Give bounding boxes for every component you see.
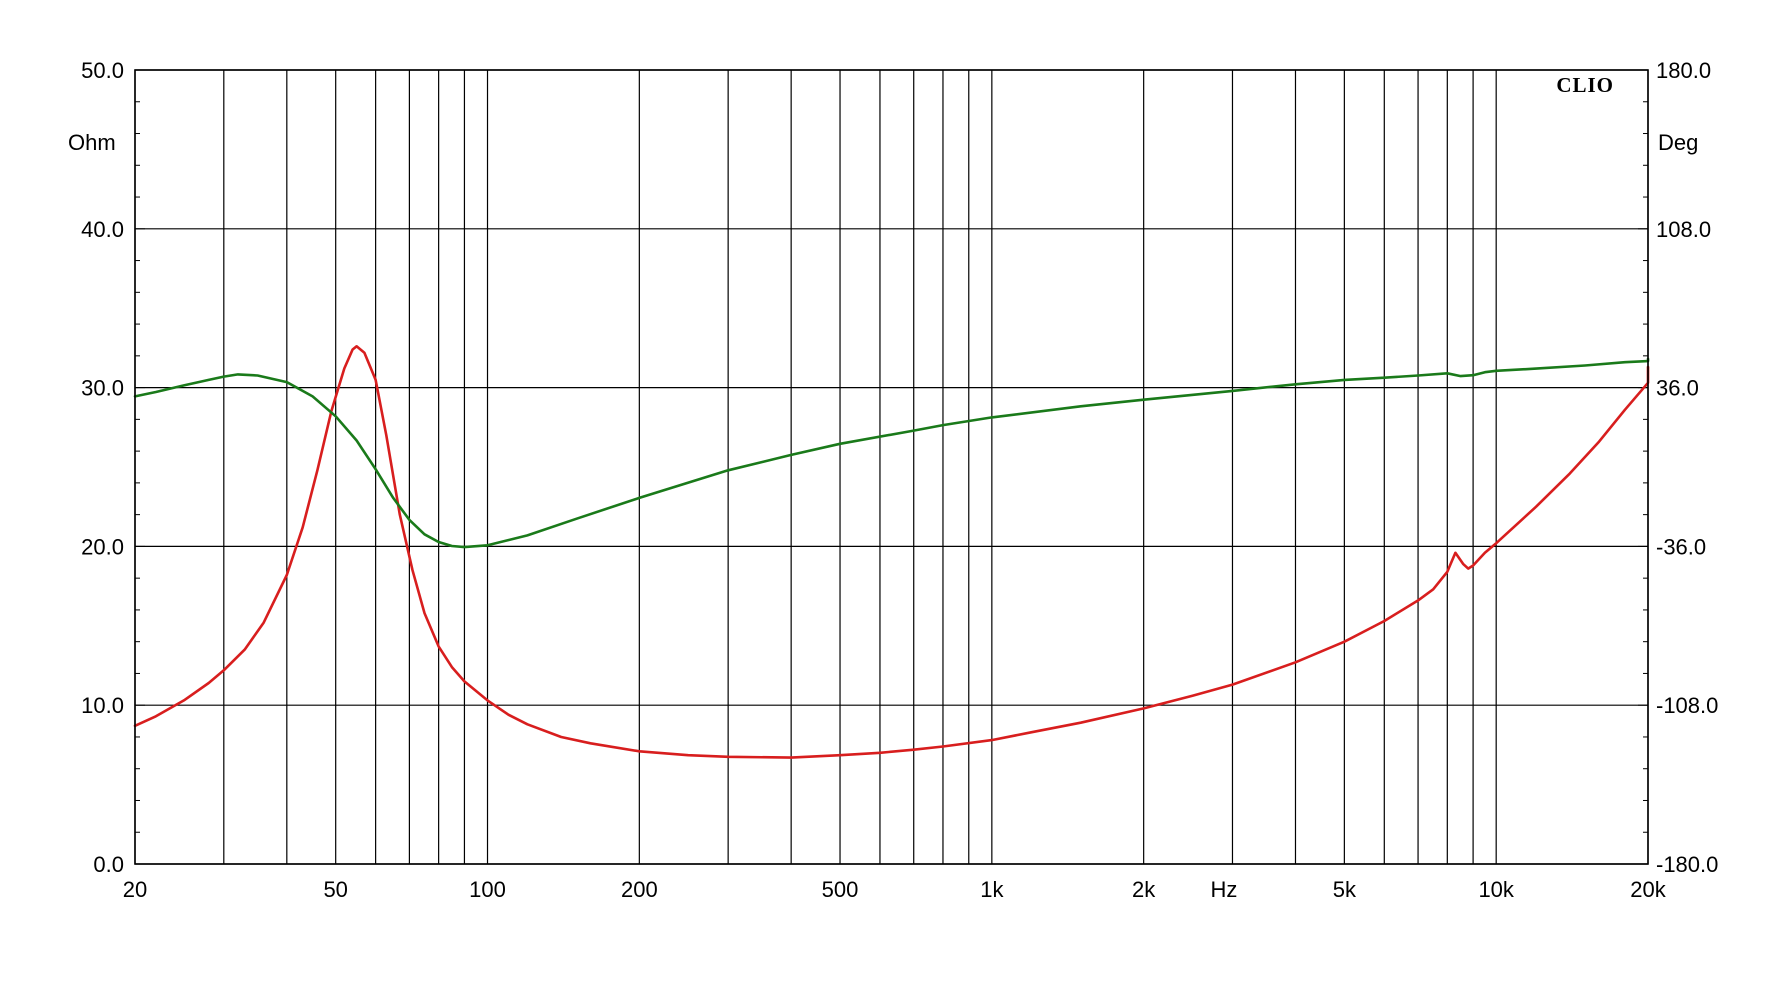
x-tick-label: 5k [1333,877,1357,902]
y-right-tick-label: 108.0 [1656,217,1711,242]
x-tick-label: 100 [469,877,506,902]
x-tick-label: 2k [1132,877,1156,902]
y-left-tick-label: 0.0 [93,852,124,877]
impedance-series-line [133,344,1650,759]
tick-labels: 20 50 100 200 500 1k 2k 5k 10k 20k 0.0 10.0 20.0 30.0… [81,58,1718,902]
y-right-tick-label: 180.0 [1656,58,1711,83]
plot-frame [134,69,1649,865]
y-left-unit-label: Ohm [68,130,116,155]
y-right-tick-label: -108.0 [1656,693,1718,718]
x-tick-label: 50 [323,877,347,902]
series-layer [133,344,1650,759]
y-left-tick-label: 10.0 [81,693,124,718]
x-unit-label: Hz [1211,877,1238,902]
x-tick-label: 200 [621,877,658,902]
y-left-tick-label: 50.0 [81,58,124,83]
y-left-tick-label: 40.0 [81,217,124,242]
y-right-unit-label: Deg [1658,130,1698,155]
x-tick-label: 500 [822,877,859,902]
y-left-tick-label: 30.0 [81,376,124,401]
y-left-tick-label: 20.0 [81,534,124,559]
x-tick-label: 20 [123,877,147,902]
x-tick-label: 10k [1478,877,1514,902]
phase-series-line [133,357,1650,549]
y-right-tick-label: 36.0 [1656,376,1699,401]
y-right-tick-label: -36.0 [1656,534,1706,559]
y-right-tick-label: -180.0 [1656,852,1718,877]
x-tick-label: 1k [980,877,1004,902]
x-tick-label: 20k [1630,877,1666,902]
clio-brand-label: CLIO [1556,73,1614,97]
